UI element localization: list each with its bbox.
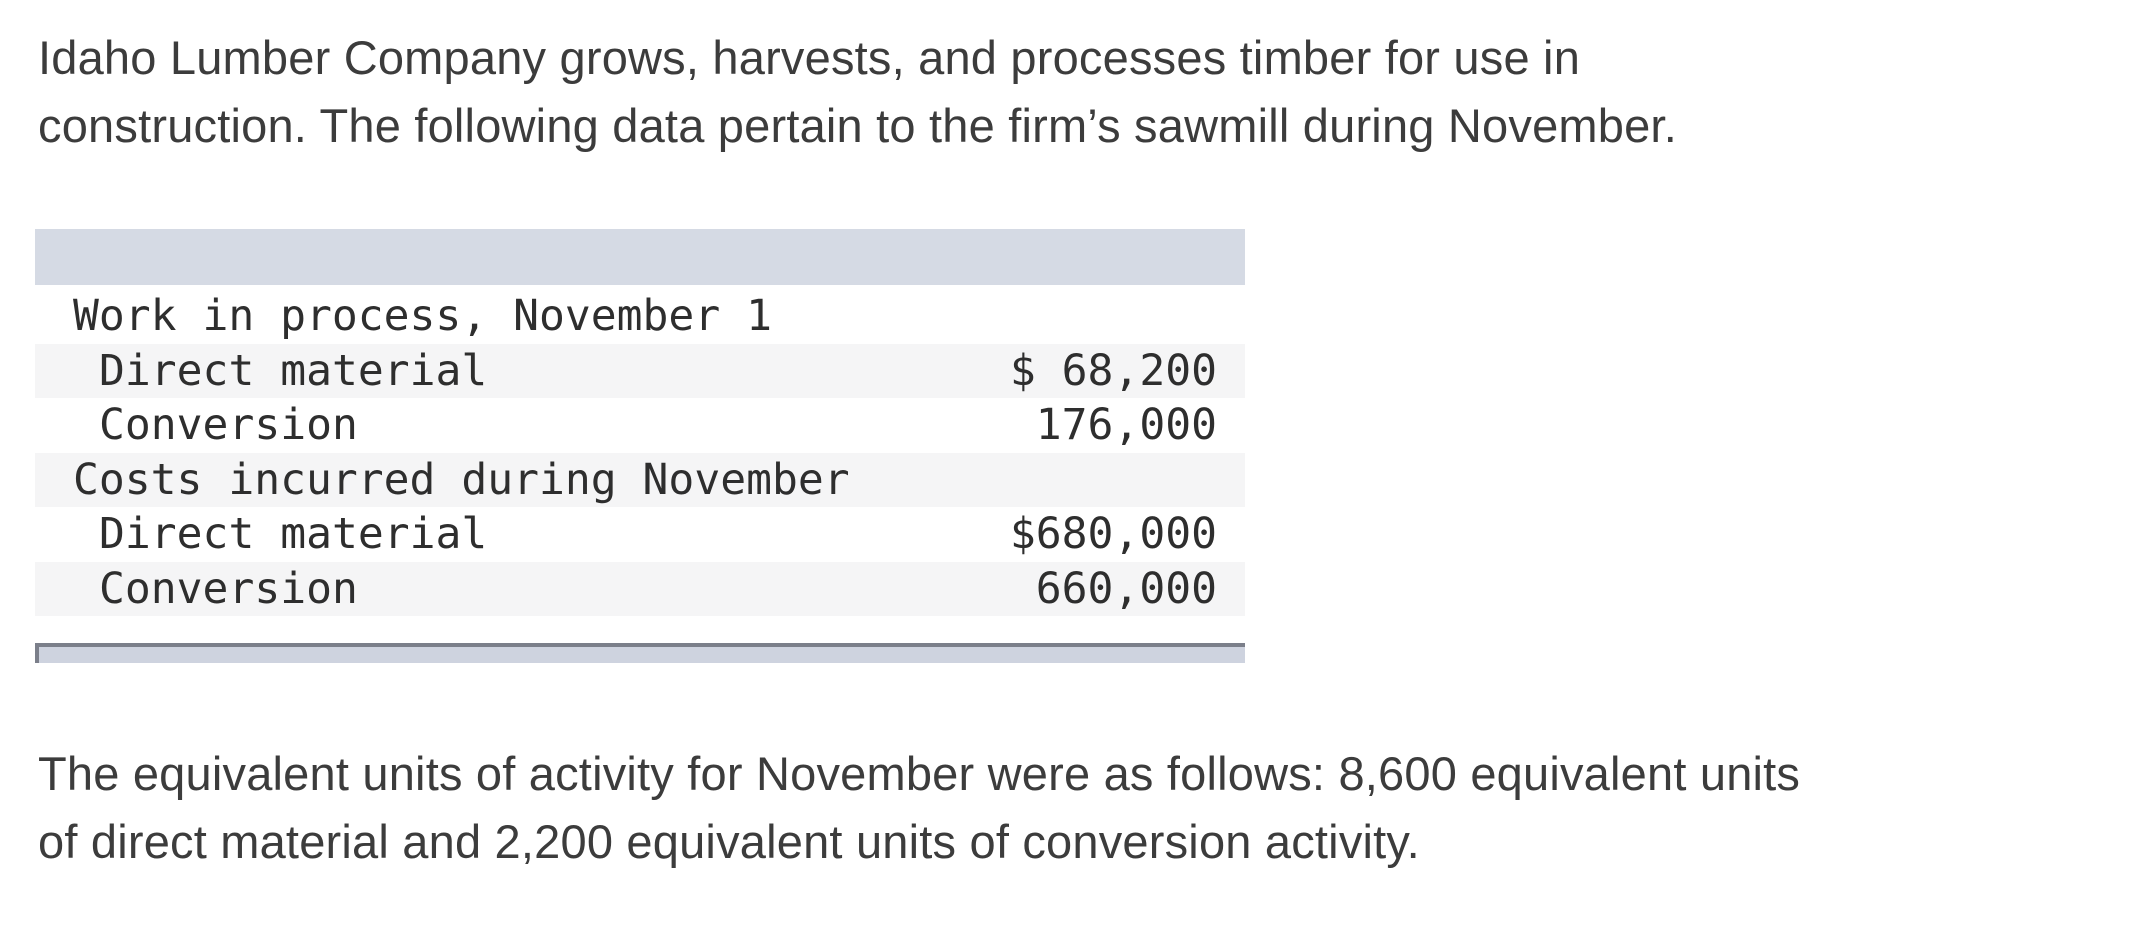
row-value: 660,000 — [1035, 563, 1217, 614]
equivalent-units-paragraph: The equivalent units of activity for Nov… — [38, 740, 1800, 876]
row-value: 176,000 — [1035, 400, 1217, 451]
table-row: Conversion 660,000 — [35, 561, 1245, 616]
outro-line: of direct material and 2,200 equivalent … — [38, 815, 1420, 868]
table-row: Costs incurred during November — [35, 452, 1245, 507]
row-value: $ 68,200 — [1009, 345, 1217, 396]
table-header-band — [35, 229, 1245, 285]
intro-line: construction. The following data pertain… — [38, 99, 1677, 152]
cost-data-table: Work in process, November 1 Direct mater… — [35, 229, 1245, 663]
table-bottom-gap — [35, 616, 1245, 643]
row-label: Conversion — [99, 400, 358, 451]
row-label: Direct material — [99, 345, 488, 396]
table-rows: Work in process, November 1 Direct mater… — [35, 289, 1245, 616]
problem-intro-paragraph: Idaho Lumber Company grows, harvests, an… — [38, 24, 1677, 160]
outro-line: The equivalent units of activity for Nov… — [38, 747, 1801, 800]
row-value: $680,000 — [1009, 509, 1217, 560]
table-row: Conversion 176,000 — [35, 398, 1245, 453]
intro-line: Idaho Lumber Company grows, harvests, an… — [38, 31, 1581, 84]
horizontal-scrollbar-track[interactable] — [35, 643, 1245, 663]
table-row: Direct material $680,000 — [35, 507, 1245, 562]
row-label: Conversion — [99, 563, 358, 614]
row-label: Direct material — [99, 509, 488, 560]
table-row: Work in process, November 1 — [35, 289, 1245, 344]
row-label: Costs incurred during November — [73, 454, 850, 505]
table-row: Direct material $ 68,200 — [35, 343, 1245, 398]
row-label: Work in process, November 1 — [73, 291, 772, 342]
